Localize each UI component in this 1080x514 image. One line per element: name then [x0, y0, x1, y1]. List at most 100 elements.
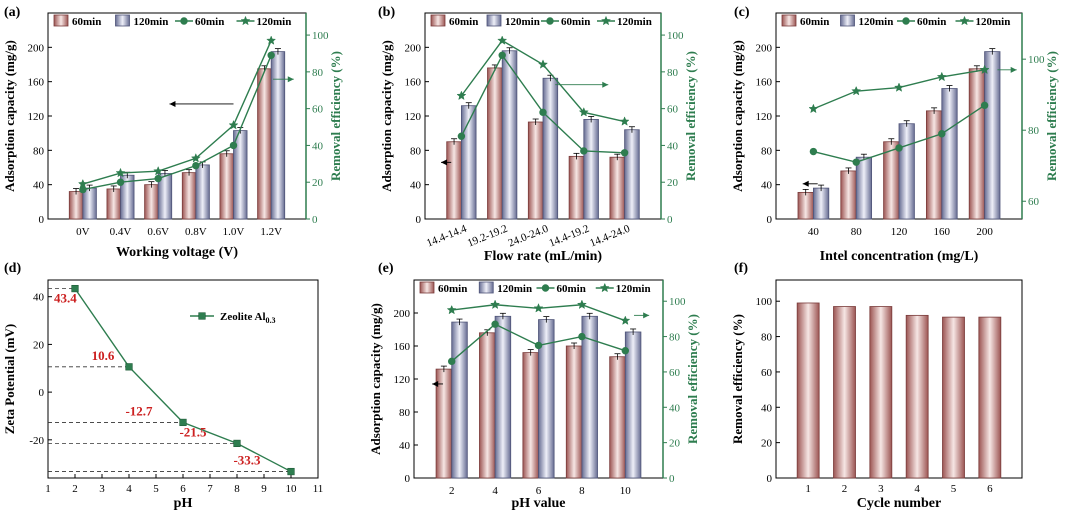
legend-label: 60min	[557, 283, 586, 295]
legend-swatch-bar-120min	[478, 281, 494, 294]
legend-label: 120min	[257, 16, 292, 28]
y-axis-title: Removal efficiency (%)	[730, 314, 745, 444]
line-point-60min	[448, 357, 456, 366]
y-tick-label: 80	[33, 145, 45, 157]
y2-tick-label: 80	[669, 332, 681, 344]
line-point-60min	[852, 158, 860, 166]
bar-cycle	[942, 316, 965, 479]
line-point-60min	[621, 347, 629, 355]
zeta-point	[287, 467, 295, 476]
legend-label: 60min	[438, 283, 467, 295]
data-label: 43.4	[54, 291, 77, 306]
line-series-120min	[82, 40, 272, 185]
bar-60min	[797, 191, 814, 220]
bar-cycle	[905, 314, 929, 479]
line-point-120min	[619, 116, 630, 126]
y2-tick-label: 100	[1028, 54, 1045, 66]
x-tick-label: 2	[72, 483, 78, 495]
legend-marker	[902, 17, 910, 25]
y2-tick-label: 60	[669, 367, 681, 379]
y2-tick-label: 0	[312, 214, 318, 226]
legend-label: 60min	[800, 16, 829, 28]
bar-120min	[583, 119, 599, 220]
bar-120min	[813, 187, 830, 220]
axis-arrow-left-head	[802, 180, 809, 187]
panel-label: (e)	[378, 261, 394, 276]
bar-60min	[609, 156, 625, 220]
x-tick-label: 80	[851, 226, 863, 238]
y-tick-label: 120	[394, 374, 411, 386]
bar-120min	[624, 129, 640, 220]
chart-panel-3: -20 0 20 40 Zeta Potential (mV) 1 2 3 4 5 6 7 8 9 10 11…	[2, 261, 323, 511]
bar-120min	[451, 321, 468, 479]
x-tick-label: 6	[180, 483, 186, 495]
legend-label-main: Zeolite Al	[220, 311, 266, 323]
y-tick-label: 40	[399, 440, 411, 452]
y-tick-label: 0	[767, 473, 773, 485]
axis-arrow-right-head	[1010, 66, 1017, 73]
x-tick-label: 1	[45, 483, 51, 495]
x-tick-label: 10	[286, 483, 298, 495]
line-point-120min	[808, 103, 819, 114]
bar-120min	[501, 50, 518, 220]
axis-arrow-right-head	[643, 312, 650, 319]
bar-60min	[527, 121, 544, 220]
line-point-60min	[457, 132, 466, 140]
bar-60min	[106, 188, 121, 220]
legend-marker	[180, 17, 188, 25]
line-point-60min	[498, 51, 506, 60]
y2-tick-label: 60	[1028, 196, 1040, 208]
x-tick-label: 14.4-24.0	[588, 222, 632, 249]
y-tick-label: 40	[410, 180, 422, 192]
zeta-point	[71, 284, 79, 293]
bar-60min	[565, 345, 583, 479]
legend-marker	[959, 15, 970, 26]
y2-tick-label: 20	[667, 177, 679, 189]
y-tick-label: 0	[39, 214, 45, 226]
legend-marker	[546, 17, 554, 25]
line-point-120min	[190, 153, 201, 163]
chart-panel-5: 0 20 40 60 80 100 Removal efficiency (%) 1 2 3 4 5 6…	[730, 261, 1023, 511]
x-tick-label: 19.2-19.2	[466, 223, 510, 250]
legend-marker	[599, 282, 610, 293]
y-axis-title: Zeta Potential (mV)	[2, 324, 17, 434]
x-tick-label: 5	[951, 483, 957, 495]
y-tick-label: 20	[761, 438, 773, 450]
bar-120min	[941, 88, 958, 220]
y2-tick-label: 20	[312, 177, 324, 189]
y2-tick-label: 80	[667, 67, 679, 79]
legend-swatch-bar-120min	[115, 14, 130, 27]
legend-swatch-bar-60min	[430, 14, 446, 27]
y-tick-label: 40	[33, 292, 45, 304]
y-tick-label: 200	[756, 42, 773, 54]
axis-arrow-left-head	[441, 159, 447, 166]
x-tick-label: 1.2V	[260, 226, 282, 238]
data-label: -21.5	[179, 424, 207, 439]
x-tick-label: 0.8V	[185, 226, 207, 238]
legend-label-subscript: 0.3	[266, 316, 276, 325]
x-axis-title: pH value	[511, 496, 565, 511]
line-point-120min	[533, 303, 544, 313]
line-point-60min	[192, 161, 200, 170]
plot-frame	[775, 279, 1023, 479]
x-tick-label: 1.0V	[223, 226, 245, 238]
legend-marker	[541, 284, 550, 292]
bar-120min	[855, 156, 873, 220]
y-tick-label: 160	[405, 77, 422, 89]
line-point-120min	[578, 107, 589, 117]
bar-120min	[624, 331, 642, 479]
x-tick-label: 6	[987, 483, 993, 495]
y2-tick-label: 80	[312, 67, 324, 79]
x-tick-label: 2	[449, 485, 455, 497]
axis-arrow-right-head	[602, 81, 609, 88]
x-tick-label: 14.4-19.2	[547, 223, 591, 250]
line-point-60min	[895, 144, 903, 152]
axis-arrow-left-head	[169, 100, 176, 107]
legend-swatch-bar-120min	[840, 14, 855, 27]
bar-60min	[257, 68, 272, 220]
legend-label: Zeolite Al0.3	[220, 311, 276, 325]
y2-tick-label: 100	[667, 30, 684, 42]
panel-label: (d)	[4, 261, 21, 276]
